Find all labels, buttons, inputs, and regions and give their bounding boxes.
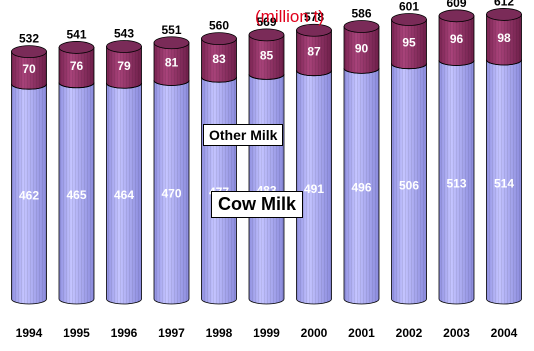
total-value-label: 543 xyxy=(114,27,134,41)
cow-milk-value-label: 465 xyxy=(66,188,86,202)
legend-cow-milk: Cow Milk xyxy=(211,191,304,218)
other-milk-value-label: 70 xyxy=(22,62,36,76)
segment-divider xyxy=(58,82,95,89)
other-milk-value-label: 87 xyxy=(307,44,321,58)
bar-top-cap xyxy=(486,8,522,21)
total-value-label: 541 xyxy=(66,27,86,41)
other-milk-value-label: 96 xyxy=(450,32,464,46)
bar-top-cap xyxy=(201,32,237,45)
cow-milk-bar-texture xyxy=(486,59,522,304)
bar-top-cap xyxy=(296,23,332,37)
bar-top-cap xyxy=(391,13,427,26)
bar-top-cap xyxy=(106,40,142,53)
segment-divider xyxy=(486,59,522,66)
cow-milk-bar-texture xyxy=(344,68,379,304)
segment-divider xyxy=(343,68,380,74)
cow-milk-value-label: 514 xyxy=(494,176,514,190)
segment-divider xyxy=(296,70,332,77)
other-milk-value-label: 79 xyxy=(117,59,131,73)
year-tick-label: 2004 xyxy=(491,326,518,340)
other-milk-bar-texture xyxy=(391,19,427,69)
year-tick-label: 1996 xyxy=(111,326,138,340)
other-milk-bar-texture xyxy=(249,34,284,80)
segment-divider xyxy=(201,77,237,83)
bar-top-cap xyxy=(58,41,95,54)
other-milk-value-label: 95 xyxy=(402,36,416,50)
total-value-label: 551 xyxy=(161,23,181,37)
cow-milk-bar-texture xyxy=(439,60,474,304)
legend-other-milk: Other Milk xyxy=(203,124,284,146)
cow-milk-value-label: 506 xyxy=(399,178,419,192)
other-milk-bar-texture xyxy=(296,30,332,76)
year-tick-label: 1999 xyxy=(253,326,280,340)
other-milk-bar-texture xyxy=(201,38,237,83)
year-tick-label: 1995 xyxy=(63,326,90,340)
other-milk-bar-texture xyxy=(106,46,142,89)
year-tick-label: 1994 xyxy=(16,326,43,340)
cow-milk-value-label: 464 xyxy=(114,188,134,202)
year-tick-label: 2000 xyxy=(301,326,328,340)
bar-top-cap xyxy=(153,36,190,50)
other-milk-value-label: 83 xyxy=(212,52,226,66)
total-value-label: 612 xyxy=(494,0,514,8)
year-tick-label: 1997 xyxy=(158,326,185,340)
other-milk-value-label: 90 xyxy=(355,41,369,55)
year-tick-label: 2001 xyxy=(348,326,375,340)
other-milk-bar-texture xyxy=(486,14,522,65)
cow-milk-bar-texture xyxy=(391,63,427,305)
other-milk-bar-texture xyxy=(154,42,189,86)
cow-milk-value-label: 491 xyxy=(304,182,324,196)
total-value-label: 560 xyxy=(209,19,229,33)
cow-milk-bar-texture xyxy=(154,80,189,304)
other-milk-value-label: 85 xyxy=(260,49,274,63)
other-milk-bar-texture xyxy=(344,26,379,74)
cow-milk-value-label: 462 xyxy=(19,189,39,203)
other-milk-value-label: 81 xyxy=(165,56,179,70)
total-value-label: 532 xyxy=(19,32,39,46)
segment-divider xyxy=(391,63,427,70)
bar-top-cap xyxy=(438,9,475,23)
segment-divider xyxy=(153,80,190,86)
cow-milk-bar-texture xyxy=(296,70,332,304)
other-milk-bar-texture xyxy=(59,47,94,88)
bar-top-cap xyxy=(343,20,380,33)
bar-top-cap xyxy=(248,28,285,42)
total-value-label: 578 xyxy=(304,10,324,24)
total-value-label: 601 xyxy=(399,0,419,14)
segment-divider xyxy=(11,84,47,90)
other-milk-value-label: 98 xyxy=(497,31,511,45)
bar-top-cap xyxy=(11,45,47,59)
unit-label: (million t) xyxy=(255,7,324,26)
cow-milk-value-label: 513 xyxy=(446,177,466,191)
total-value-label: 609 xyxy=(446,0,466,10)
total-value-label: 569 xyxy=(256,15,276,29)
year-tick-label: 2003 xyxy=(443,326,470,340)
other-milk-bar-texture xyxy=(11,51,47,90)
total-value-label: 586 xyxy=(351,7,371,21)
cow-milk-bar-texture xyxy=(59,82,94,305)
year-tick-label: 2002 xyxy=(396,326,423,340)
other-milk-value-label: 76 xyxy=(70,59,84,73)
cow-milk-bar-texture xyxy=(106,83,142,305)
cow-milk-value-label: 496 xyxy=(351,181,371,195)
segment-divider xyxy=(438,60,475,66)
segment-divider xyxy=(248,74,285,80)
cow-milk-value-label: 470 xyxy=(161,187,181,201)
year-tick-label: 1998 xyxy=(206,326,233,340)
cow-milk-bar-texture xyxy=(11,84,47,304)
other-milk-bar-texture xyxy=(439,15,474,66)
segment-divider xyxy=(106,83,142,89)
